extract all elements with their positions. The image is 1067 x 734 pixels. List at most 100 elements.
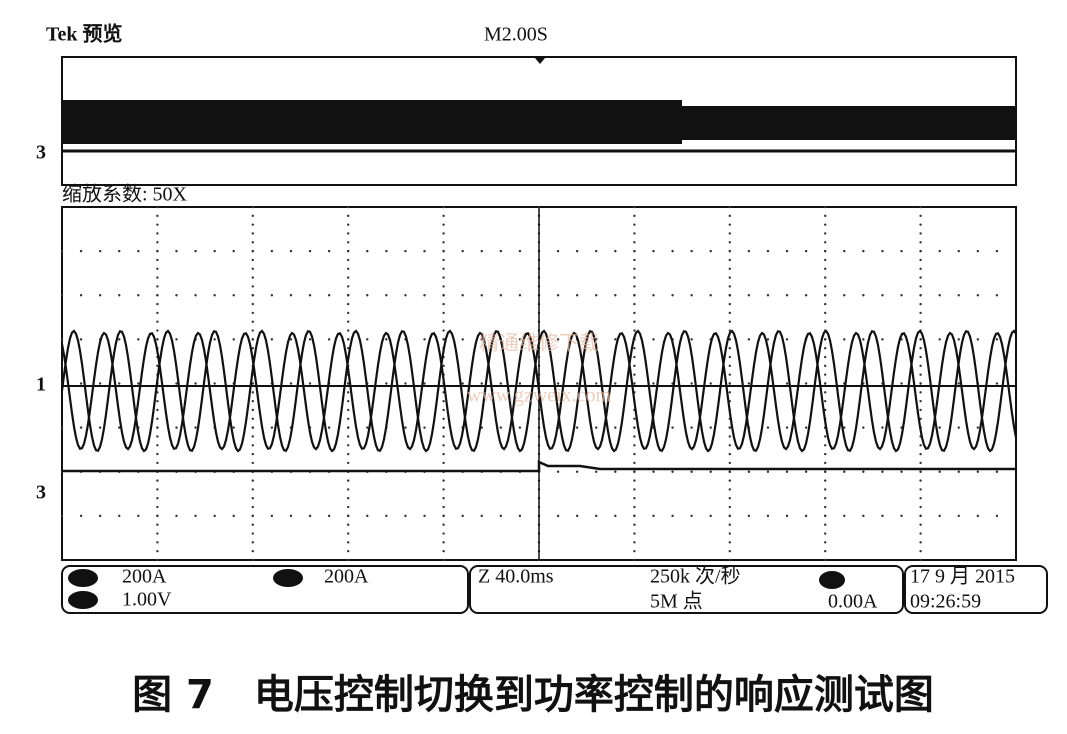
grid-dot [766, 470, 770, 473]
grid-dot [633, 373, 636, 376]
grid-dot [728, 452, 731, 456]
grid-dot [327, 338, 331, 341]
grid-dot [60, 338, 64, 341]
grid-dot [518, 514, 522, 518]
grid-dot [347, 558, 350, 562]
grid-dot [824, 461, 827, 465]
grid-dot [347, 417, 350, 420]
grid-dot [251, 223, 254, 226]
grid-dot [633, 497, 636, 500]
grid-dot [690, 514, 693, 518]
grid-dot [347, 311, 350, 315]
grid-dot [308, 338, 312, 341]
grid-dot [785, 338, 789, 341]
grid-dot [156, 452, 159, 456]
grid-dot [251, 320, 254, 323]
grid-dot [976, 294, 980, 297]
grid-dot [175, 249, 178, 253]
grid-dot [347, 514, 350, 518]
grid-dot [499, 426, 503, 429]
grid-dot [213, 338, 216, 341]
grid-dot [461, 338, 464, 341]
grid-dot [251, 461, 254, 465]
grid-dot [347, 523, 350, 526]
grid-dot [919, 232, 922, 235]
grid-dot [251, 408, 254, 412]
overview-trace [682, 106, 1016, 140]
grid-dot [919, 302, 922, 306]
grid-dot [824, 223, 827, 226]
grid-dot [347, 320, 350, 323]
grid-dot [919, 267, 922, 270]
grid-dot [156, 364, 159, 368]
grid-dot [728, 549, 731, 553]
grid-dot [728, 382, 731, 385]
grid-dot [633, 435, 636, 438]
grid-dot [824, 452, 827, 456]
grid-dot [824, 549, 827, 553]
grid-dot [347, 232, 350, 235]
grid-dot [60, 426, 64, 429]
grid-dot [728, 541, 731, 544]
grid-dot [938, 470, 941, 473]
grid-dot [232, 294, 235, 297]
grid-dot [633, 223, 636, 226]
grid-dot [251, 232, 254, 235]
grid-dot [824, 232, 827, 235]
grid-dot [995, 514, 999, 518]
grid [60, 205, 999, 562]
grid-dot [347, 241, 350, 244]
grid-dot [156, 426, 159, 429]
grid-dot [957, 294, 960, 297]
grid-dot [251, 267, 254, 270]
marker: 3 [36, 142, 46, 164]
grid-dot [251, 497, 254, 500]
grid-dot [766, 426, 770, 429]
grid-dot [938, 514, 941, 518]
grid-dot [652, 294, 655, 297]
grid-dot [308, 514, 312, 518]
grid-dot [347, 408, 350, 412]
date-box [904, 565, 1048, 614]
grid-dot [728, 426, 731, 429]
grid-dot [137, 294, 140, 297]
grid-dot [118, 249, 121, 253]
grid-dot [824, 505, 827, 509]
grid-dot [442, 435, 445, 438]
trace-ch3 [62, 460, 1016, 473]
ch1-scale: 200A [122, 566, 167, 588]
grid-dot [347, 426, 350, 429]
grid-dot [900, 470, 903, 473]
grid-dot [919, 523, 922, 526]
grid-dot [251, 241, 254, 244]
grid-dot [633, 329, 636, 332]
grid-dot [156, 558, 159, 562]
grid-dot [919, 408, 922, 412]
grid-dot [156, 541, 159, 544]
grid-dot [98, 382, 102, 385]
grid-dot [824, 338, 827, 341]
caption: 图 7 电压控制切换到功率控制的响应测试图 [132, 672, 934, 718]
grid-dot [633, 523, 636, 526]
grid-dot [442, 258, 445, 262]
acq-box [469, 565, 904, 614]
grid-dot [251, 338, 254, 341]
grid-dot [347, 505, 350, 509]
grid-dot [709, 470, 712, 473]
marker: 3 [36, 482, 46, 504]
grid-dot [156, 294, 159, 297]
grid-dot [824, 497, 827, 500]
grid-dot [919, 479, 922, 482]
grid-dot [843, 426, 846, 429]
ch3-scale: 1.00V [122, 589, 172, 611]
grid-dot [843, 470, 846, 473]
grid-dot [442, 426, 445, 429]
grid-dot [728, 364, 731, 368]
grid-dot [728, 267, 731, 270]
grid-dot [156, 435, 159, 438]
grid-dot [251, 249, 254, 253]
grid-dot [251, 329, 254, 332]
grid-dot [633, 232, 636, 235]
grid-dot [270, 249, 274, 253]
grid-dot [442, 399, 445, 403]
